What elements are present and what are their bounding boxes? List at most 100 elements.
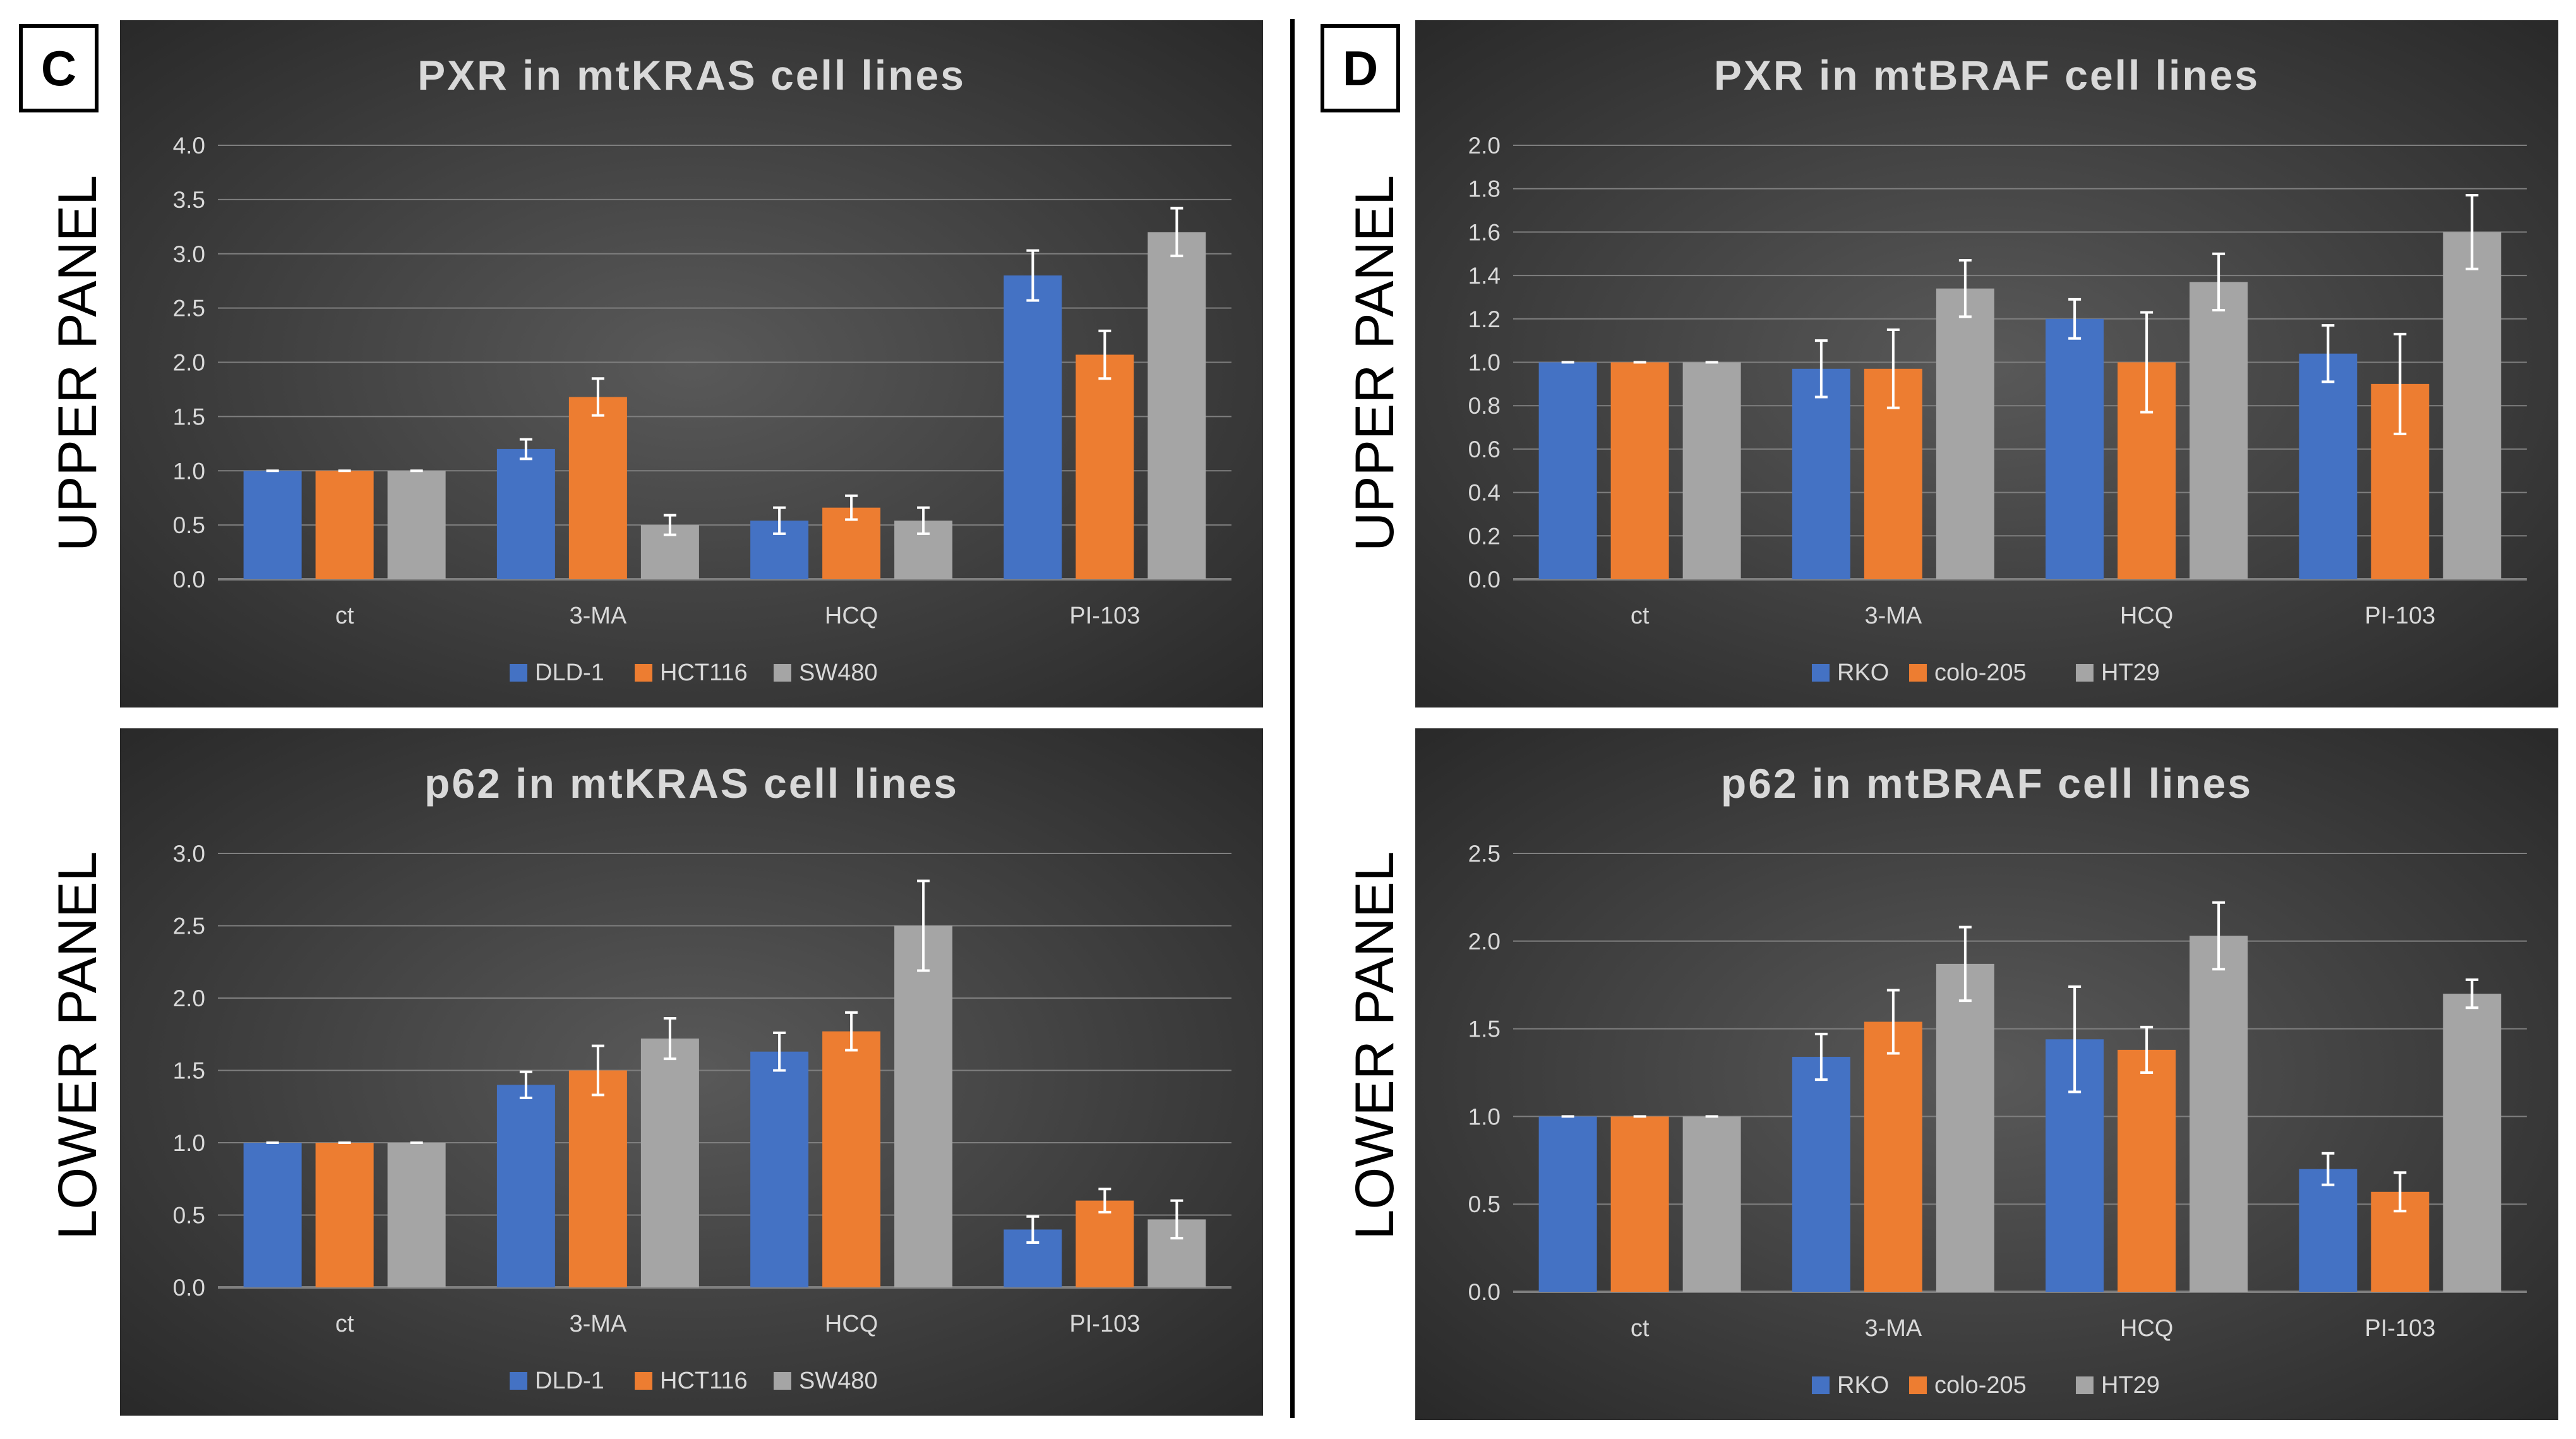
y-tick-label: 2.0 — [173, 350, 205, 376]
legend-swatch-colo-205 — [1909, 1376, 1927, 1394]
legend-swatch-hct116 — [635, 1372, 652, 1390]
bar-rko-hcq — [2046, 318, 2104, 579]
bar-sw480-ct — [387, 471, 446, 579]
y-tick-label: 1.4 — [1468, 263, 1501, 289]
panel-letter-c: C — [19, 24, 99, 112]
bar-hct116-3-ma — [568, 397, 627, 579]
y-tick-label: 1.0 — [173, 458, 205, 484]
bar-sw480-ct — [387, 1143, 446, 1287]
y-tick-label: 1.2 — [1468, 306, 1501, 332]
y-tick-label: 1.8 — [1468, 176, 1501, 202]
bar-hct116-pi-103 — [1075, 1200, 1134, 1287]
error-bar — [1958, 259, 1972, 318]
error-bar — [1814, 1032, 1828, 1081]
error-bar — [2393, 1171, 2407, 1213]
bar-hct116-ct — [315, 471, 374, 579]
y-tick-label: 2.5 — [1468, 841, 1501, 867]
bar-dld-1-hcq — [750, 1051, 809, 1287]
x-category-label: HCQ — [825, 603, 878, 629]
error-bar — [2068, 985, 2082, 1093]
bar-sw480-hcq — [894, 925, 953, 1287]
y-tick-label: 2.5 — [173, 296, 205, 322]
legend-swatch-rko — [1812, 1376, 1830, 1394]
chart-title: PXR in mtKRAS cell lines — [417, 52, 966, 99]
panel-divider — [1290, 19, 1295, 1418]
error-bar — [1170, 1199, 1183, 1240]
error-bar — [591, 377, 604, 417]
bar-dld-1-pi-103 — [1003, 275, 1062, 579]
error-bar — [2140, 311, 2154, 414]
y-tick-label: 0.2 — [1468, 523, 1501, 549]
legend-label: colo-205 — [1934, 659, 2027, 686]
bar-rko-ct — [1538, 362, 1597, 579]
error-bar — [1026, 1215, 1039, 1244]
legend-swatch-colo-205 — [1909, 664, 1927, 682]
y-tick-label: 2.0 — [1468, 133, 1501, 159]
x-category-label: ct — [335, 603, 354, 629]
x-category-label: 3-MA — [1864, 603, 1922, 629]
legend-swatch-hct116 — [635, 664, 652, 682]
error-bar — [1886, 989, 1900, 1055]
legend-label: DLD-1 — [535, 1368, 604, 1394]
chart-title: p62 in mtKRAS cell lines — [424, 760, 959, 807]
error-bar — [2393, 332, 2407, 435]
y-tick-label: 2.0 — [1468, 929, 1501, 954]
row-label-c-lower: LOWER PANEL — [47, 851, 108, 1240]
bar-ht29-ct — [1682, 362, 1741, 579]
error-bar — [519, 1070, 532, 1100]
bar-colo-205-ct — [1610, 1116, 1669, 1292]
bar-rko-3-ma — [1792, 368, 1850, 579]
y-tick-label: 0.0 — [173, 567, 205, 593]
y-tick-label: 1.0 — [1468, 1104, 1501, 1129]
x-category-label: PI-103 — [2364, 603, 2435, 629]
x-category-label: HCQ — [2120, 603, 2173, 629]
error-bar — [663, 514, 676, 536]
legend-label: DLD-1 — [535, 659, 604, 686]
error-bar — [1098, 329, 1111, 380]
error-bar — [845, 1011, 858, 1052]
chart-svg: p62 in mtKRAS cell lines 0.0 0.5 1.0 1.5 2.0 2… — [120, 728, 1263, 1416]
legend-label: RKO — [1837, 659, 1889, 686]
y-tick-label: 2.0 — [173, 985, 205, 1011]
bar-dld-1-ct — [243, 1143, 302, 1287]
y-tick-label: 0.5 — [173, 512, 205, 538]
error-bar — [917, 506, 930, 535]
error-bar — [1026, 249, 1039, 302]
error-bar — [845, 494, 858, 521]
y-tick-label: 0.4 — [1468, 480, 1501, 506]
error-bar — [663, 1017, 676, 1061]
y-tick-label: 0.5 — [1468, 1191, 1501, 1217]
error-bar — [2212, 252, 2226, 312]
y-tick-label: 0.0 — [1468, 567, 1501, 593]
bar-ht29-hcq — [2190, 936, 2248, 1292]
y-tick-label: 1.6 — [1468, 219, 1501, 245]
error-bar — [2465, 978, 2479, 1009]
chart-p62-mtkras: p62 in mtKRAS cell lines 0.0 0.5 1.0 1.5 2.0 2… — [120, 728, 1263, 1416]
x-category-label: 3-MA — [1864, 1315, 1922, 1342]
chart-pxr-mtkras: PXR in mtKRAS cell lines 0.0 0.5 1.0 1.5 2.0 2… — [120, 20, 1263, 707]
legend-swatch-dld-1 — [510, 1372, 527, 1390]
bar-colo-205-hcq — [2118, 1049, 2176, 1292]
x-category-label: ct — [335, 1311, 354, 1337]
chart-p62-mtbraf: p62 in mtBRAF cell lines 0.0 0.5 1.0 1.5 2.0 2… — [1415, 728, 2558, 1420]
y-tick-label: 0.6 — [1468, 437, 1501, 462]
legend-swatch-dld-1 — [510, 664, 527, 682]
y-tick-label: 1.0 — [173, 1130, 205, 1156]
legend-swatch-rko — [1812, 664, 1830, 682]
x-category-label: PI-103 — [2364, 1315, 2435, 1342]
bar-colo-205-ct — [1610, 362, 1669, 579]
chart-svg: PXR in mtKRAS cell lines 0.0 0.5 1.0 1.5 2.0 2… — [120, 20, 1263, 707]
y-tick-label: 1.5 — [1468, 1016, 1501, 1042]
row-label-d-upper: UPPER PANEL — [1345, 175, 1405, 551]
error-bar — [1814, 339, 1828, 399]
error-bar — [591, 1044, 604, 1097]
x-category-label: HCQ — [825, 1311, 878, 1337]
y-tick-label: 1.5 — [173, 404, 205, 430]
error-bar — [773, 1031, 786, 1072]
error-bar — [1098, 1188, 1111, 1213]
y-tick-label: 0.0 — [1468, 1279, 1501, 1305]
panel-letter-d: D — [1321, 24, 1400, 112]
error-bar — [2212, 901, 2226, 971]
legend-label: HCT116 — [660, 1368, 748, 1394]
legend-label: HCT116 — [660, 659, 748, 686]
